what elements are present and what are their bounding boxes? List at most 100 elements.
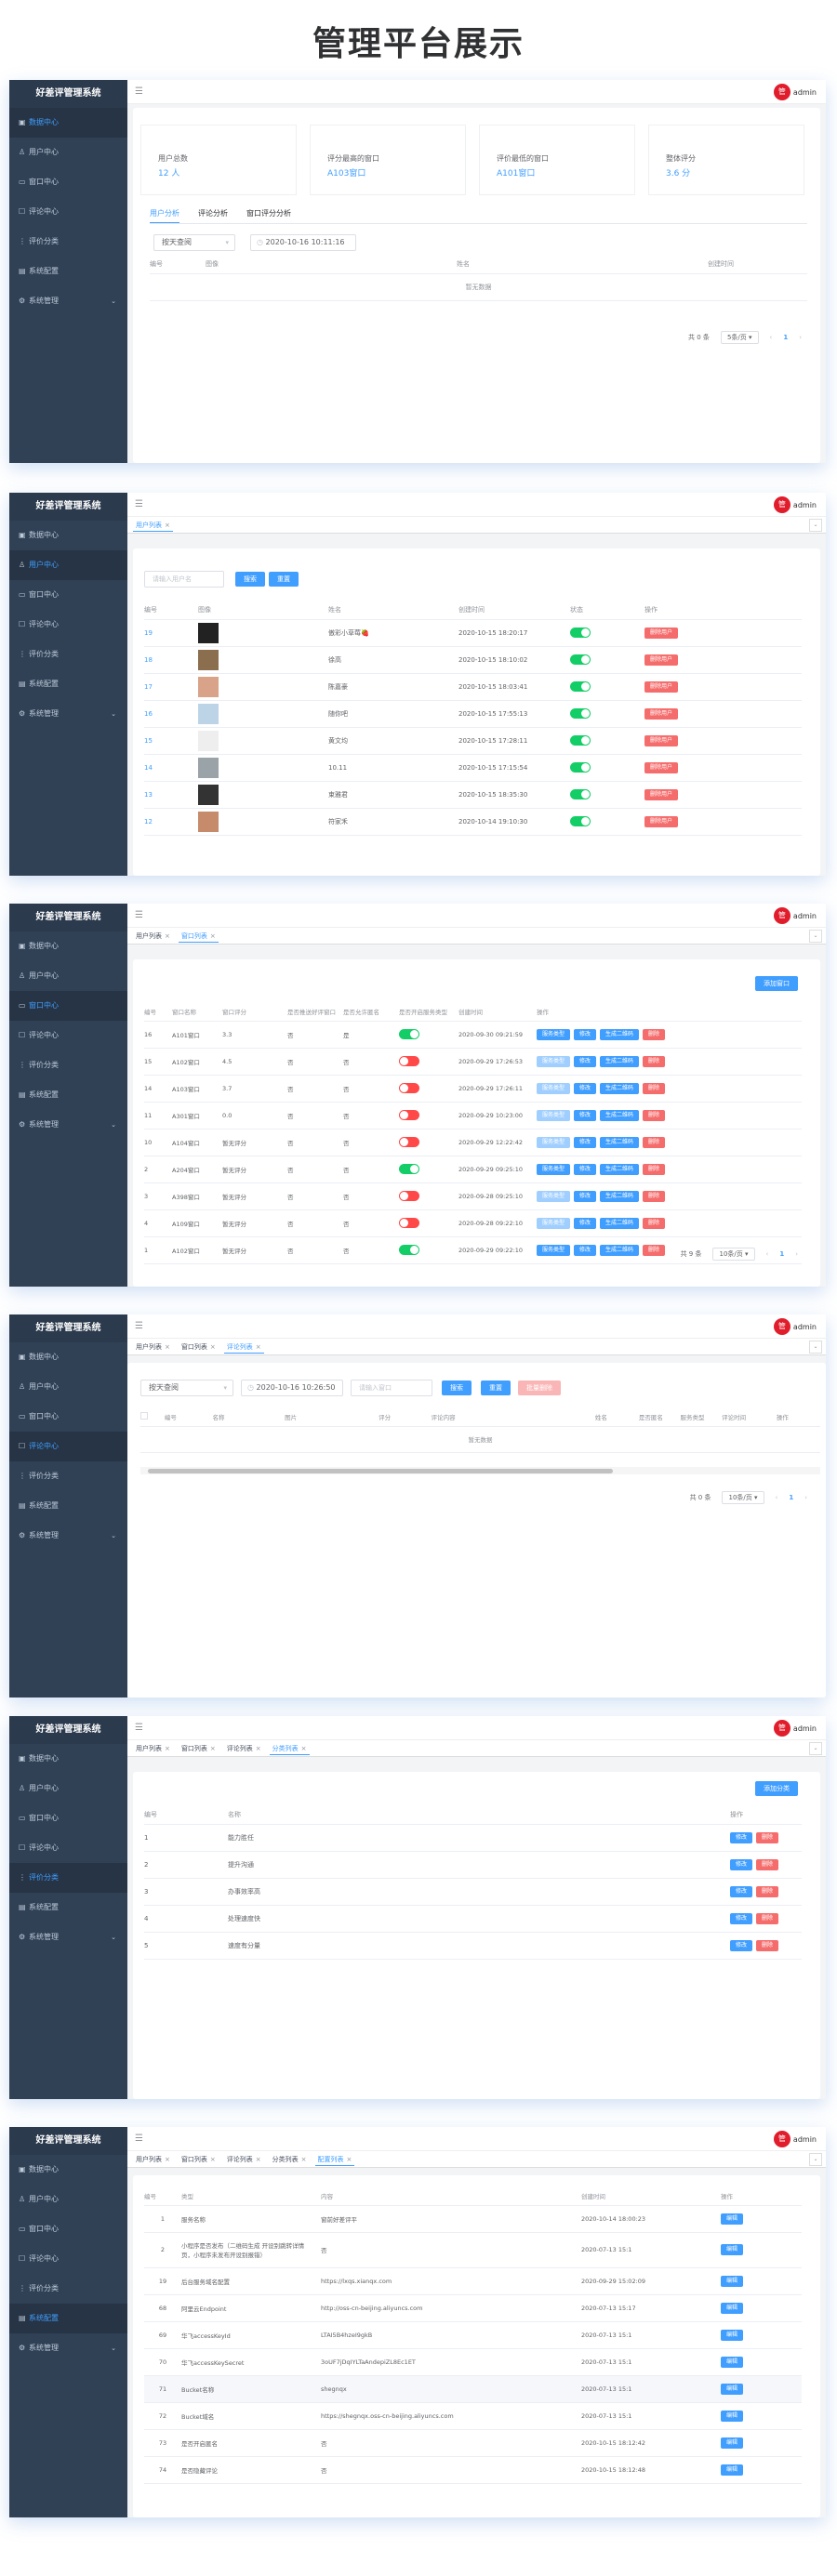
sidebar-item-system-manage[interactable]: ⚙ 系统管理 ⌄ <box>9 2333 127 2363</box>
date-picker[interactable]: ◷ 2020-10-16 10:11:16 <box>250 234 356 251</box>
user-menu[interactable]: 管 admin <box>773 2131 817 2147</box>
close-icon[interactable]: × <box>165 932 170 940</box>
sidebar-item-system-config[interactable]: ▤ 系统配置 <box>9 669 127 699</box>
delete-button[interactable]: 删除 <box>643 1217 666 1229</box>
page-number[interactable]: 1 <box>779 1250 785 1258</box>
delete-button[interactable]: 删除 <box>643 1082 666 1094</box>
service-type-button[interactable]: 服务类型 <box>537 1082 571 1094</box>
sidebar-item-comment-center[interactable]: ☐ 评论中心 <box>9 1021 127 1050</box>
edit-button[interactable]: 修改 <box>574 1109 597 1121</box>
tag-config-list[interactable]: 配置列表 × <box>314 2153 355 2166</box>
tab-user-analysis[interactable]: 用户分析 <box>150 208 179 224</box>
delete-user-button[interactable]: 删除用户 <box>644 627 679 639</box>
sidebar-item-window-center[interactable]: ▭ 窗口中心 <box>9 1402 127 1432</box>
tag-category-list[interactable]: 分类列表 × <box>269 1742 310 1755</box>
tags-dropdown-icon[interactable]: ⌄ <box>809 1742 822 1755</box>
sidebar-item-user-center[interactable]: ♙ 用户中心 <box>9 1372 127 1402</box>
service-type-button[interactable]: 服务类型 <box>537 1163 571 1175</box>
sidebar-item-comment-center[interactable]: ☐ 评论中心 <box>9 197 127 227</box>
delete-button[interactable]: 删除 <box>643 1190 666 1202</box>
edit-button[interactable]: 编辑 <box>721 2464 744 2476</box>
close-icon[interactable]: × <box>165 522 170 529</box>
status-toggle[interactable] <box>570 762 591 773</box>
tag-user-list[interactable]: 用户列表 × <box>133 2153 173 2166</box>
edit-button[interactable]: 编辑 <box>721 2410 744 2422</box>
sidebar-item-rating-category[interactable]: ⋮ 评价分类 <box>9 1461 127 1491</box>
tags-dropdown-icon[interactable]: ⌄ <box>809 1341 822 1354</box>
scrollbar-thumb[interactable] <box>148 1469 613 1473</box>
edit-button[interactable]: 修改 <box>730 1885 753 1897</box>
close-icon[interactable]: × <box>165 1745 170 1752</box>
sidebar-item-window-center[interactable]: ▭ 窗口中心 <box>9 580 127 610</box>
edit-button[interactable]: 修改 <box>574 1217 597 1229</box>
horizontal-scrollbar[interactable] <box>140 1467 820 1474</box>
close-icon[interactable]: × <box>209 1745 216 1752</box>
tags-dropdown-icon[interactable]: ⌄ <box>809 2153 822 2166</box>
close-icon[interactable]: × <box>255 1745 261 1752</box>
service-type-button[interactable]: 服务类型 <box>537 1055 571 1067</box>
sidebar-item-system-manage[interactable]: ⚙ 系统管理 ⌄ <box>9 1922 127 1952</box>
sidebar-item-user-center[interactable]: ♙ 用户中心 <box>9 1774 127 1803</box>
service-type-toggle[interactable] <box>399 1083 419 1093</box>
sidebar-item-system-manage[interactable]: ⚙ 系统管理 ⌄ <box>9 699 127 729</box>
delete-button[interactable]: 删除 <box>643 1028 666 1040</box>
tag-comment-list[interactable]: 评论列表 × <box>223 1341 264 1354</box>
delete-user-button[interactable]: 删除用户 <box>644 707 679 720</box>
close-icon[interactable]: × <box>209 932 216 940</box>
username-search-input[interactable]: 请输入用户名 <box>144 571 224 588</box>
status-toggle[interactable] <box>570 816 591 826</box>
tag-user-list[interactable]: 用户列表 × <box>133 930 173 943</box>
sidebar-item-data-center[interactable]: ▣ 数据中心 <box>9 2155 127 2185</box>
menu-toggle-icon[interactable]: ☰ <box>135 1723 143 1733</box>
generate-qr-button[interactable]: 生成二维码 <box>600 1244 640 1256</box>
service-type-toggle[interactable] <box>399 1029 419 1039</box>
generate-qr-button[interactable]: 生成二维码 <box>600 1082 640 1094</box>
delete-user-button[interactable]: 删除用户 <box>644 654 679 666</box>
delete-user-button[interactable]: 删除用户 <box>644 761 679 773</box>
delete-user-button[interactable]: 删除用户 <box>644 815 679 827</box>
edit-button[interactable]: 修改 <box>730 1912 753 1924</box>
close-icon[interactable]: × <box>300 1745 307 1752</box>
generate-qr-button[interactable]: 生成二维码 <box>600 1136 640 1148</box>
prev-page-icon[interactable]: ‹ <box>765 1250 769 1258</box>
prev-page-icon[interactable]: ‹ <box>769 334 773 341</box>
edit-button[interactable]: 编辑 <box>721 2213 744 2225</box>
prev-page-icon[interactable]: ‹ <box>775 1494 778 1501</box>
status-toggle[interactable] <box>570 627 591 638</box>
tag-category-list[interactable]: 分类列表 × <box>270 2153 310 2166</box>
edit-button[interactable]: 修改 <box>574 1136 597 1148</box>
reset-button[interactable]: 重置 <box>481 1380 511 1395</box>
service-type-button[interactable]: 服务类型 <box>537 1028 571 1040</box>
status-toggle[interactable] <box>570 735 591 746</box>
sidebar-item-user-center[interactable]: ♙ 用户中心 <box>9 550 127 580</box>
delete-user-button[interactable]: 删除用户 <box>644 734 679 746</box>
delete-user-button[interactable]: 删除用户 <box>644 680 679 693</box>
edit-button[interactable]: 编辑 <box>721 2383 744 2395</box>
sidebar-item-window-center[interactable]: ▭ 窗口中心 <box>9 991 127 1021</box>
user-menu[interactable]: 管 admin <box>773 1720 817 1737</box>
service-type-toggle[interactable] <box>399 1056 419 1066</box>
close-icon[interactable]: × <box>255 2156 261 2163</box>
edit-button[interactable]: 修改 <box>574 1055 597 1067</box>
menu-toggle-icon[interactable]: ☰ <box>135 910 143 920</box>
close-icon[interactable]: × <box>346 2156 352 2163</box>
sidebar-item-rating-category[interactable]: ⋮ 评价分类 <box>9 227 127 257</box>
generate-qr-button[interactable]: 生成二维码 <box>600 1217 640 1229</box>
tag-window-list[interactable]: 窗口列表 × <box>178 930 219 943</box>
status-toggle[interactable] <box>570 789 591 799</box>
edit-button[interactable]: 编辑 <box>721 2302 744 2314</box>
sidebar-item-data-center[interactable]: ▣ 数据中心 <box>9 1744 127 1774</box>
page-size-select[interactable]: 10条/页 ▾ <box>722 1491 764 1504</box>
edit-button[interactable]: 修改 <box>574 1163 597 1175</box>
add-category-button[interactable]: 添加分类 <box>755 1781 798 1796</box>
delete-button[interactable]: 删除 <box>643 1244 666 1256</box>
edit-button[interactable]: 修改 <box>574 1082 597 1094</box>
generate-qr-button[interactable]: 生成二维码 <box>600 1109 640 1121</box>
service-type-button[interactable]: 服务类型 <box>537 1217 571 1229</box>
close-icon[interactable]: × <box>165 1343 170 1351</box>
sidebar-item-system-manage[interactable]: ⚙ 系统管理 ⌄ <box>9 286 127 316</box>
sidebar-item-rating-category[interactable]: ⋮ 评价分类 <box>9 1863 127 1893</box>
edit-button[interactable]: 编辑 <box>721 2275 744 2287</box>
service-type-button[interactable]: 服务类型 <box>537 1190 571 1202</box>
tag-comment-list[interactable]: 评论列表 × <box>224 2153 264 2166</box>
